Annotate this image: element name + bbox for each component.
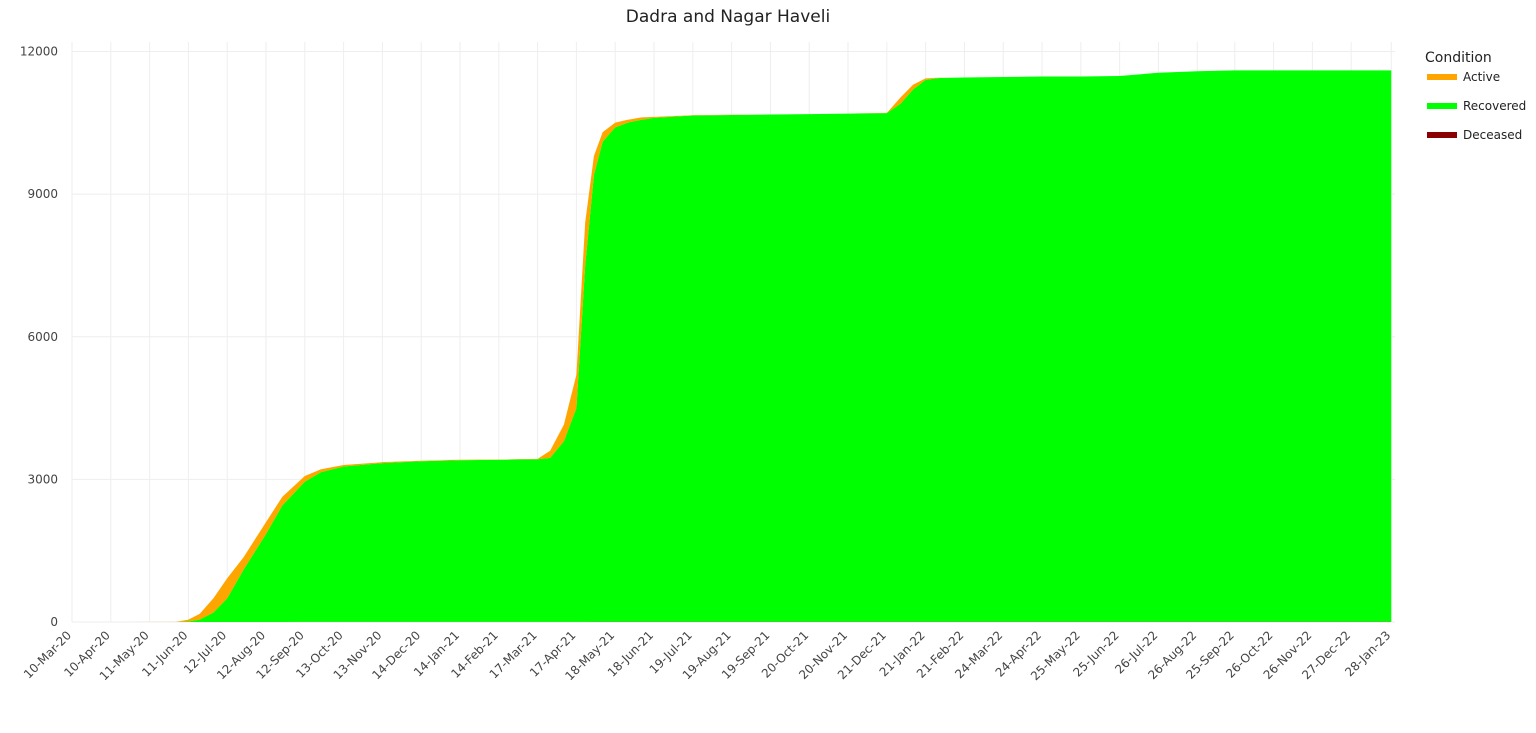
- y-tick-label: 12000: [20, 45, 58, 59]
- legend-swatch-active: [1427, 74, 1457, 80]
- legend-label-recovered: Recovered: [1463, 99, 1526, 113]
- legend-title: Condition: [1425, 50, 1492, 66]
- area-layer: [72, 70, 1391, 622]
- legend-swatch-recovered: [1427, 103, 1457, 109]
- y-tick-label: 6000: [27, 330, 58, 344]
- area-recovered: [72, 70, 1391, 622]
- legend: Condition Active Recovered Deceased: [1425, 50, 1526, 142]
- legend-label-deceased: Deceased: [1463, 128, 1522, 142]
- y-tick-label: 9000: [27, 187, 58, 201]
- y-tick-label: 0: [50, 615, 58, 629]
- y-tick-label: 3000: [27, 472, 58, 486]
- legend-swatch-deceased: [1427, 132, 1457, 138]
- legend-label-active: Active: [1463, 70, 1500, 84]
- chart-title: Dadra and Nagar Haveli: [626, 7, 830, 27]
